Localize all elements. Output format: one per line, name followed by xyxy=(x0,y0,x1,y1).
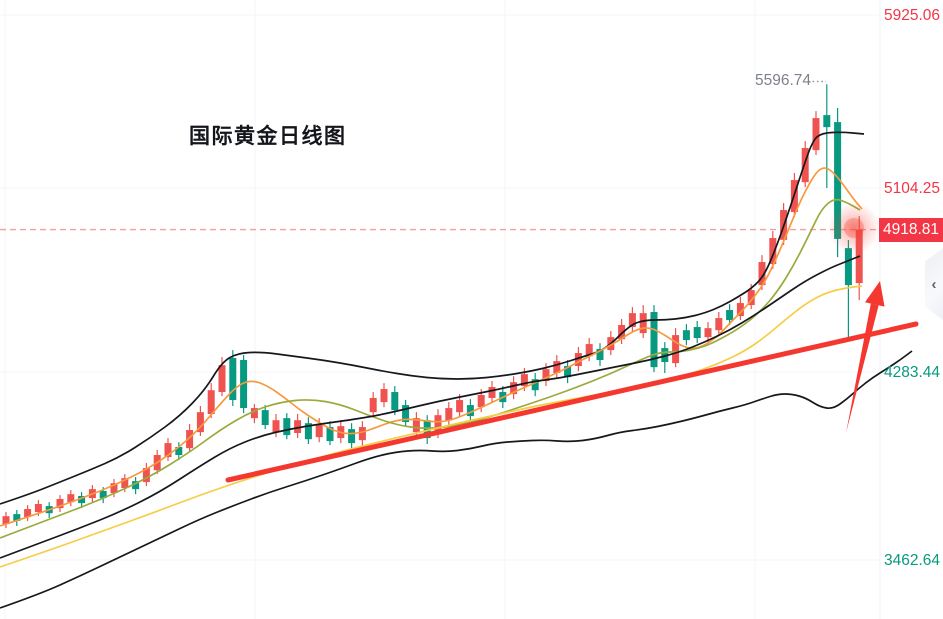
current-price-tag: 4918.81 xyxy=(879,217,943,242)
boll-mid-line xyxy=(0,255,861,559)
ma-orange-line xyxy=(0,167,863,527)
collapse-panel-button[interactable]: ‹ xyxy=(925,248,943,320)
y-axis-tick-label: 5925.06 xyxy=(884,7,941,24)
boll-upper-line xyxy=(0,131,865,505)
up-arrow-annotation[interactable] xyxy=(846,281,885,433)
boll-lower-line xyxy=(0,350,913,609)
candles-layer xyxy=(2,84,863,529)
trendline-annotation[interactable] xyxy=(225,321,919,483)
price-glow-marker xyxy=(828,202,880,254)
swing-high-price-label: 5596.74 xyxy=(755,72,812,89)
chart-title: 国际黄金日线图 xyxy=(189,125,347,148)
indicator-lines-layer xyxy=(0,131,913,609)
ma-olive-line xyxy=(0,198,861,539)
ma-yellow-line xyxy=(0,285,863,568)
y-axis-tick-label: 4283.44 xyxy=(884,364,941,381)
y-axis-tick-label: 5104.25 xyxy=(884,180,941,197)
chevron-left-icon: ‹ xyxy=(931,275,937,293)
y-axis-tick-label: 3462.64 xyxy=(884,552,941,569)
grid-layer xyxy=(0,0,881,619)
